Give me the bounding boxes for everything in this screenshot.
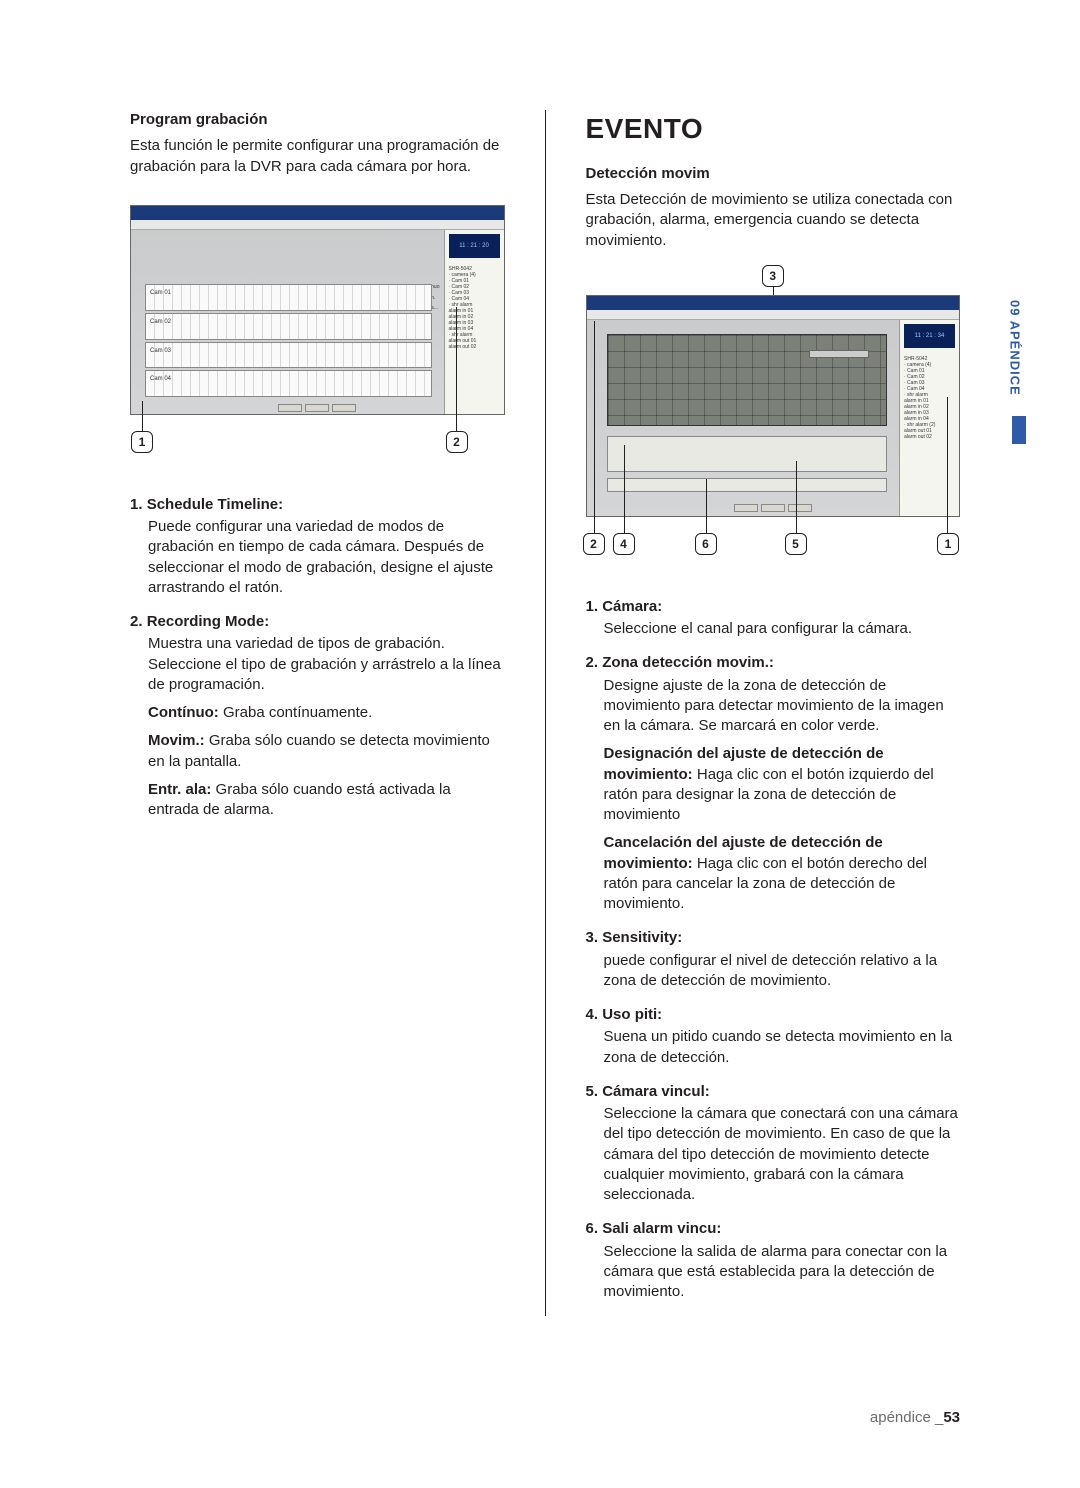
list-item: 1. Schedule Timeline: Puede configurar u… — [148, 495, 505, 598]
side-tab-mark — [1012, 416, 1026, 444]
left-column: Program grabación Esta función le permit… — [130, 110, 505, 1316]
def-lead: Contínuo: — [148, 704, 219, 721]
right-callouts: 2 4 6 5 1 — [586, 517, 961, 557]
item-title: Zona detección movim.: — [602, 654, 774, 671]
item-num: 1. — [586, 598, 599, 615]
item-desc: Designe ajuste de la zona de detección d… — [604, 676, 961, 737]
right-title: Detección movim — [586, 164, 961, 184]
list-item: 4. Uso piti: Suena un pitido cuando se d… — [604, 1005, 961, 1068]
item-num: 1. — [130, 496, 143, 513]
callout-2: 2 — [583, 533, 605, 555]
list-item: 3. Sensitivity: puede configurar el nive… — [604, 928, 961, 991]
sub: Designación del ajuste de detección de m… — [604, 744, 961, 825]
right-screenshot: 11 : 21 : 34 SHR-5042 · camera (4) · Cam… — [586, 295, 961, 557]
def-lead: Entr. ala: — [148, 781, 211, 798]
def: Entr. ala: Graba sólo cuando está activa… — [148, 780, 505, 821]
left-intro: Esta función le permite configurar una p… — [130, 136, 505, 177]
right-column: EVENTO Detección movim Esta Detección de… — [586, 110, 961, 1316]
column-divider — [545, 110, 546, 1316]
left-title: Program grabación — [130, 110, 505, 130]
top-callout-holder: 3 — [586, 265, 961, 289]
side-tab-label: 09 APÉNDICE — [1006, 300, 1024, 396]
item-num: 2. — [586, 654, 599, 671]
right-section: EVENTO — [586, 110, 961, 148]
list-item: 5. Cámara vincul: Seleccione la cámara q… — [604, 1082, 961, 1206]
page: Program grabación Esta función le permit… — [0, 0, 1080, 1316]
left-screenshot-img: 11 : 21 : 20 SHR-5042 · camera (4) · Cam… — [130, 205, 505, 415]
def-lead: Movim.: — [148, 732, 205, 749]
callout-4: 4 — [613, 533, 635, 555]
item-num: 3. — [586, 929, 599, 946]
item-title: Sensitivity: — [602, 929, 682, 946]
row-3: Cam 04 — [150, 375, 171, 383]
shot-clock: 11 : 21 : 34 — [904, 324, 955, 348]
side-tab: 09 APÉNDICE — [1006, 300, 1032, 444]
right-screenshot-img: 11 : 21 : 34 SHR-5042 · camera (4) · Cam… — [586, 295, 961, 517]
def: Contínuo: Graba contínuamente. — [148, 703, 505, 723]
item-desc: Seleccione el canal para configurar la c… — [604, 619, 961, 639]
item-num: 6. — [586, 1220, 599, 1237]
right-intro: Esta Detección de movimiento se utiliza … — [586, 190, 961, 251]
item-desc: Suena un pitido cuando se detecta movimi… — [604, 1027, 961, 1068]
item-title: Cámara: — [602, 598, 662, 615]
def-text: Graba contínuamente. — [219, 704, 372, 721]
item-num: 2. — [130, 613, 143, 630]
callout-2: 2 — [446, 431, 468, 453]
def: Movim.: Graba sólo cuando se detecta mov… — [148, 731, 505, 772]
footer-text: apéndice _ — [870, 1409, 943, 1426]
item-title: Sali alarm vincu: — [602, 1220, 721, 1237]
callout-3: 3 — [762, 265, 784, 287]
left-items: 1. Schedule Timeline: Puede configurar u… — [130, 495, 505, 821]
shot-clock: 11 : 21 : 20 — [449, 234, 500, 258]
left-callouts: 1 2 — [130, 415, 505, 455]
left-screenshot: 11 : 21 : 20 SHR-5042 · camera (4) · Cam… — [130, 205, 505, 455]
row-0: Cam 01 — [150, 289, 171, 297]
shot-tree: SHR-5042 · camera (4) · Cam 01 · Cam 02 … — [445, 262, 504, 354]
callout-1: 1 — [131, 431, 153, 453]
item-desc: Seleccione la cámara que conectará con u… — [604, 1104, 961, 1205]
list-item: 1. Cámara: Seleccione el canal para conf… — [604, 597, 961, 640]
right-items: 1. Cámara: Seleccione el canal para conf… — [586, 597, 961, 1303]
item-title: Cámara vincul: — [602, 1083, 710, 1100]
callout-6: 6 — [695, 533, 717, 555]
list-item: 6. Sali alarm vincu: Seleccione la salid… — [604, 1219, 961, 1302]
row-1: Cam 02 — [150, 318, 171, 326]
footer: apéndice _53 — [870, 1408, 960, 1428]
sub: Cancelación del ajuste de detección de m… — [604, 833, 961, 914]
item-title: Schedule Timeline: — [147, 496, 283, 513]
item-title: Recording Mode: — [147, 613, 270, 630]
item-num: 4. — [586, 1006, 599, 1023]
item-desc: Muestra una variedad de tipos de grabaci… — [148, 634, 505, 695]
footer-page: 53 — [943, 1409, 960, 1426]
list-item: 2. Zona detección movim.: Designe ajuste… — [604, 653, 961, 914]
row-2: Cam 03 — [150, 347, 171, 355]
callout-5: 5 — [785, 533, 807, 555]
item-desc: puede configurar el nivel de detección r… — [604, 951, 961, 992]
callout-1: 1 — [937, 533, 959, 555]
item-desc: Seleccione la salida de alarma para cone… — [604, 1242, 961, 1303]
list-item: 2. Recording Mode: Muestra una variedad … — [148, 612, 505, 820]
item-num: 5. — [586, 1083, 599, 1100]
item-title: Uso piti: — [602, 1006, 662, 1023]
shot-tree: SHR-5042 · camera (4) · Cam 01 · Cam 02 … — [900, 352, 959, 444]
item-desc: Puede configurar una variedad de modos d… — [148, 517, 505, 598]
